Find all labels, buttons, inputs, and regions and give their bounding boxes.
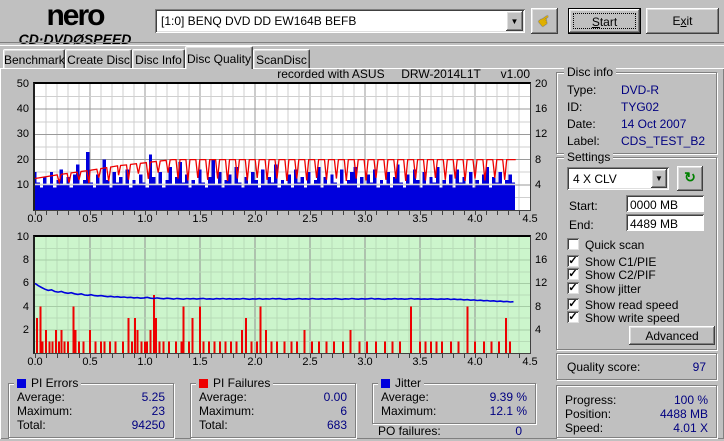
refresh-icon: ↻ <box>684 169 696 185</box>
start-position-label: Start: <box>569 199 598 213</box>
end-position-label: End: <box>569 218 594 232</box>
scan-speed-dropdown-button[interactable]: ▼ <box>651 169 667 188</box>
jitter-maximum-value: 12.1 % <box>489 404 527 418</box>
pi-failures-color-swatch <box>199 379 208 388</box>
quality-score-value: 97 <box>692 360 706 374</box>
show-jitter-checkbox[interactable]: ✓ <box>567 282 579 294</box>
settings-groupbox: Settings 4 X CLV ▼ ↻ Start: 0000 MB End:… <box>556 151 717 350</box>
progress-box: Progress: 100 % Position: 4488 MB Speed: 4.… <box>556 385 717 438</box>
speed-value: 4.01 X <box>673 421 708 435</box>
start-position-field[interactable]: 0000 MB <box>626 195 704 212</box>
hand-icon: ☛ <box>534 10 556 33</box>
disc-id-label: ID: <box>567 100 583 114</box>
disc-id-value: TYG02 <box>621 100 660 114</box>
pi-errors-legend: PI Errors <box>14 377 82 390</box>
scan-speed-combobox[interactable]: 4 X CLV ▼ <box>567 167 669 190</box>
position-value: 4488 MB <box>659 407 708 421</box>
advanced-button[interactable]: Advanced <box>629 326 715 345</box>
pi-errors-box: PI Errors Average: 5.25 Maximum: 23 Total:… <box>8 377 174 438</box>
pif-maximum-value: 6 <box>340 404 347 418</box>
drive-select-dropdown-button[interactable]: ▼ <box>506 11 523 31</box>
tab-create-disc[interactable]: Create Disc <box>65 49 132 68</box>
pie-average-value: 5.25 <box>141 390 165 404</box>
focus-rectangle <box>573 13 636 29</box>
refresh-button[interactable]: ↻ <box>677 166 703 191</box>
disc-info-title: Disc info <box>564 66 617 79</box>
disc-date-value: 14 Oct 2007 <box>621 117 687 131</box>
jitter-average-value: 9.39 % <box>489 390 527 404</box>
po-failures-value: 0 <box>515 424 522 438</box>
pi-errors-color-swatch <box>17 379 26 388</box>
jitter-legend: Jitter <box>378 377 425 390</box>
quality-score-label: Quality score: <box>567 360 641 374</box>
chevron-down-icon: ▼ <box>655 174 663 183</box>
show-c1-pie-checkbox[interactable]: ✓ <box>567 255 579 267</box>
scan-speed-value: 4 X CLV <box>569 169 667 188</box>
quality-score-box: Quality score: 97 <box>556 353 717 380</box>
tab-disc-quality[interactable]: Disc Quality <box>185 46 253 69</box>
jitter-color-swatch <box>381 379 390 388</box>
pie-maximum-value: 23 <box>151 404 165 418</box>
exit-button-label: E <box>672 14 681 28</box>
settings-title: Settings <box>564 151 614 164</box>
pif-total-value: 683 <box>326 418 347 432</box>
tab-disc-info[interactable]: Disc Info <box>132 49 185 68</box>
disc-info-groupbox: Disc info Type: DVD-R ID: TYG02 Date: 14 Oc… <box>556 66 717 154</box>
chevron-down-icon: ▼ <box>510 17 519 26</box>
quick-scan-checkbox[interactable] <box>567 238 579 250</box>
disc-type-label: Type: <box>567 83 597 97</box>
disc-date-label: Date: <box>567 117 596 131</box>
recorded-with-label: recorded with ASUS DRW-2014L1T v1.00 <box>277 67 530 81</box>
show-read-speed-checkbox[interactable]: ✓ <box>567 298 579 310</box>
exit-button[interactable]: Exit <box>646 8 719 34</box>
pif-average-value: 0.00 <box>323 390 347 404</box>
nero-logo-text: nero <box>46 0 105 32</box>
pie-total-value: 94250 <box>131 418 165 432</box>
po-failures-label: PO failures: <box>378 424 441 438</box>
disc-label-value: CDS_TEST_B2 <box>621 134 706 148</box>
tab-benchmark[interactable]: Benchmark <box>3 49 65 68</box>
nero-logo: nero CD·DVDØSPEED <box>4 0 146 47</box>
toolbar-separator <box>0 42 724 46</box>
disc-type-value: DVD-R <box>621 83 659 97</box>
drive-select-combobox[interactable]: [1:0] BENQ DVD DD EW164B BEFB ▼ <box>155 9 525 33</box>
progress-value: 100 % <box>673 393 708 407</box>
jitter-box: Jitter Average: 9.39 % Maximum: 12.1 % <box>372 377 536 424</box>
show-write-speed-checkbox[interactable]: ✓ <box>567 311 579 323</box>
tab-scandisc[interactable]: ScanDisc <box>253 49 310 68</box>
eject-button[interactable]: ☛ <box>531 8 558 34</box>
drive-select-value: [1:0] BENQ DVD DD EW164B BEFB <box>157 11 523 31</box>
disc-label-label: Label: <box>567 134 600 148</box>
start-button[interactable]: Start <box>568 8 641 34</box>
show-c2-pif-checkbox[interactable]: ✓ <box>567 268 579 280</box>
pi-failures-legend: PI Failures <box>196 377 274 390</box>
pi-failures-box: PI Failures Average: 0.00 Maximum: 6 Total… <box>190 377 356 438</box>
end-position-field[interactable]: 4489 MB <box>626 214 704 231</box>
